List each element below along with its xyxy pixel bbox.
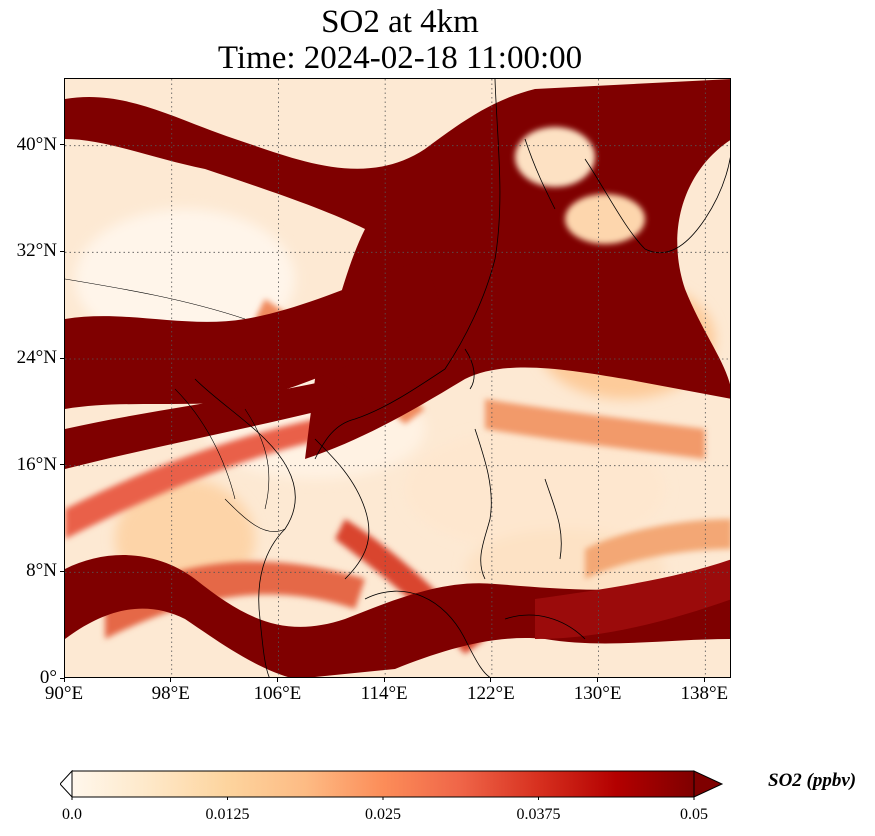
x-tick-mark — [170, 678, 172, 682]
y-tick-mark — [60, 677, 64, 679]
colorbar — [60, 770, 724, 800]
y-tick-label: 0° — [39, 667, 57, 688]
x-tick-mark — [276, 678, 278, 682]
x-tick-mark — [703, 678, 705, 682]
colorbar-extend-max — [693, 770, 724, 798]
x-tick-label: 90°E — [44, 683, 84, 704]
map-panel — [64, 78, 731, 678]
colorbar-gradient — [71, 770, 695, 798]
graticule — [65, 79, 730, 677]
so2-clearing-northeast — [515, 127, 645, 244]
y-tick-label: 8°N — [26, 560, 57, 582]
x-tick-label: 130°E — [573, 683, 622, 704]
y-tick-label: 16°N — [16, 453, 57, 475]
y-tick-label: 40°N — [16, 133, 57, 155]
colorbar-tick-label: 0.0 — [62, 806, 82, 823]
x-tick-label: 138°E — [680, 683, 729, 704]
so2-field-map — [65, 79, 730, 677]
y-tick-mark — [60, 464, 64, 466]
x-tick-mark — [490, 678, 492, 682]
colorbar-title: SO2 (ppbv) — [768, 770, 857, 791]
x-tick-label: 98°E — [151, 683, 190, 704]
colorbar-tick-label: 0.025 — [365, 806, 401, 823]
x-tick-label: 106°E — [253, 683, 302, 704]
x-tick-label: 122°E — [467, 683, 515, 704]
colorbar-tick-label: 0.0125 — [205, 806, 250, 823]
x-tick-mark — [383, 678, 385, 682]
coastlines — [194, 79, 730, 677]
colorbar-tick-label: 0.0375 — [516, 806, 561, 823]
y-tick-label: 32°N — [16, 240, 57, 262]
colorbar-tick-label: 0.05 — [680, 806, 708, 823]
country-borders — [65, 278, 286, 532]
map-title: SO2 at 4km — [321, 4, 479, 40]
y-tick-mark — [60, 250, 64, 252]
y-tick-mark — [60, 570, 64, 572]
x-tick-label: 114°E — [360, 683, 408, 704]
map-subtitle-time: Time: 2024-02-18 11:00:00 — [217, 40, 583, 76]
x-tick-mark — [597, 678, 599, 682]
x-tick-mark — [63, 678, 65, 682]
y-tick-mark — [60, 144, 64, 146]
y-tick-mark — [60, 357, 64, 359]
colorbar-extend-min — [60, 770, 73, 799]
y-tick-label: 24°N — [16, 347, 57, 368]
